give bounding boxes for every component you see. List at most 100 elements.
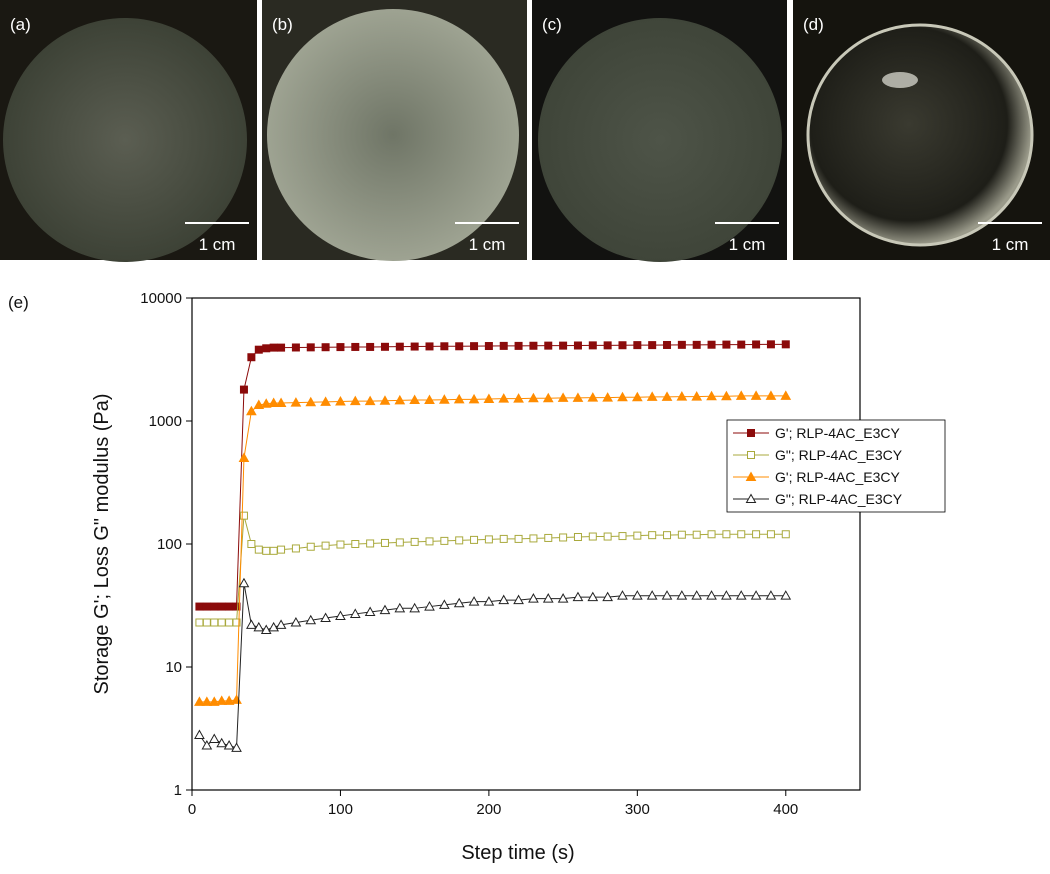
marker — [254, 345, 263, 354]
marker — [275, 619, 287, 629]
marker — [766, 340, 775, 349]
marker — [750, 590, 762, 600]
marker — [691, 590, 703, 600]
marker — [691, 391, 703, 401]
marker — [225, 618, 234, 627]
legend-label: G'; RLP-4AC_E3CY — [775, 469, 900, 485]
marker — [305, 396, 317, 407]
marker — [351, 342, 360, 351]
marker — [239, 511, 248, 520]
marker — [306, 343, 315, 352]
marker — [735, 590, 747, 600]
marker — [231, 742, 242, 752]
marker — [573, 341, 582, 350]
marker — [277, 343, 286, 352]
marker — [766, 530, 775, 539]
marker — [238, 452, 250, 463]
marker — [572, 392, 584, 402]
chart: 1 10 100 1000 10000 0 100 200 300 400 Step time (s… — [91, 290, 946, 864]
panel-label: (c) — [542, 15, 562, 34]
marker — [676, 391, 688, 401]
marker — [247, 353, 256, 362]
marker — [268, 397, 279, 408]
legend-label: G'; RLP-4AC_E3CY — [775, 425, 900, 441]
y-tick-label: 100 — [157, 536, 182, 553]
x-tick-label: 200 — [476, 801, 501, 818]
marker — [216, 695, 228, 705]
marker — [587, 591, 599, 602]
marker — [238, 577, 250, 588]
marker — [765, 590, 777, 600]
marker — [513, 594, 524, 605]
marker — [633, 531, 642, 540]
marker — [542, 593, 554, 603]
marker — [780, 390, 792, 400]
marker — [321, 343, 330, 352]
marker — [735, 390, 747, 400]
marker — [364, 606, 376, 616]
legend-label: G"; RLP-4AC_E3CY — [775, 447, 903, 463]
marker — [631, 391, 643, 402]
marker — [260, 624, 272, 634]
marker — [335, 396, 346, 406]
marker — [217, 602, 226, 611]
marker — [559, 341, 568, 350]
legend-marker — [747, 451, 755, 459]
marker — [529, 534, 538, 543]
panel-label: (a) — [10, 15, 31, 34]
marker — [603, 532, 612, 541]
legend-marker — [745, 493, 757, 503]
marker — [514, 341, 523, 350]
marker — [194, 729, 205, 739]
marker — [676, 590, 688, 600]
marker — [366, 539, 375, 548]
legend-box — [726, 419, 946, 513]
marker — [588, 341, 597, 350]
marker — [499, 341, 508, 350]
marker — [752, 340, 761, 349]
marker — [780, 590, 792, 600]
marker — [618, 341, 627, 350]
marker — [781, 530, 790, 539]
photo-c — [532, 0, 787, 262]
marker — [291, 544, 300, 553]
x-axis-label: Step time (s) — [461, 842, 574, 864]
marker — [514, 534, 523, 543]
marker — [602, 591, 613, 602]
marker — [253, 621, 265, 632]
marker — [587, 392, 599, 402]
scale-bar-label: 1 cm — [469, 235, 506, 254]
marker — [513, 393, 524, 403]
marker — [277, 545, 286, 554]
marker — [202, 618, 211, 627]
marker — [290, 616, 302, 627]
y-axis-label: Storage G'; Loss G" modulus (Pa) — [91, 393, 113, 694]
scale-bar-label: 1 cm — [199, 235, 236, 254]
marker — [201, 696, 213, 706]
marker — [439, 394, 450, 404]
series-line — [199, 343, 786, 608]
marker — [268, 621, 279, 632]
panel-label: (b) — [272, 15, 293, 34]
marker — [573, 533, 582, 542]
marker — [247, 540, 256, 548]
marker — [410, 342, 419, 351]
marker — [663, 340, 672, 349]
marker — [663, 531, 672, 540]
photo-b — [262, 0, 527, 261]
marker — [239, 385, 248, 394]
marker — [275, 397, 287, 408]
marker — [439, 599, 450, 609]
marker — [424, 394, 435, 405]
y-tick-label: 10000 — [140, 290, 182, 307]
marker — [646, 391, 658, 401]
marker — [706, 390, 717, 401]
marker — [425, 537, 434, 546]
marker — [321, 541, 330, 550]
marker — [765, 390, 777, 400]
marker — [455, 342, 464, 351]
x-tick-label: 300 — [625, 801, 650, 818]
y-tick-label: 1000 — [149, 413, 182, 430]
marker — [692, 340, 701, 349]
